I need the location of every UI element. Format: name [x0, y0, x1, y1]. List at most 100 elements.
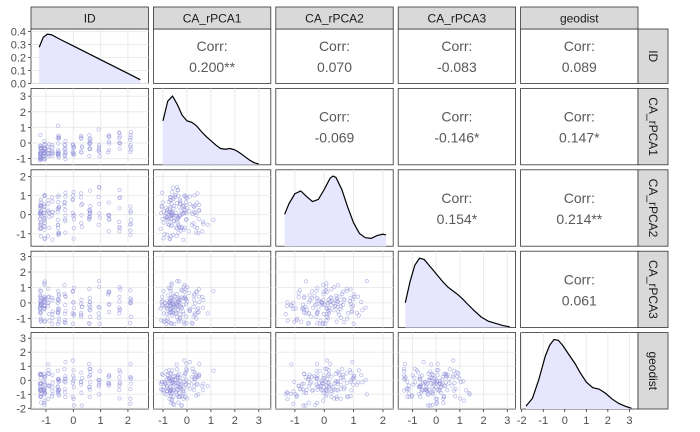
scatter-point — [348, 370, 353, 375]
scatter-point — [296, 383, 301, 388]
scatter-point — [334, 319, 339, 324]
panel-background — [520, 169, 639, 247]
scatter-point — [62, 142, 67, 147]
scatter-point — [63, 374, 68, 379]
scatter-point — [50, 195, 55, 200]
scatter-point — [38, 209, 43, 214]
scatter-point — [176, 318, 181, 323]
scatter-point — [87, 387, 92, 392]
y-tick-label: 1 — [20, 191, 26, 203]
scatter-point — [62, 147, 67, 152]
scatter-point — [50, 321, 55, 326]
scatter-point — [42, 205, 47, 210]
scatter-point — [351, 292, 356, 297]
scatter-point — [403, 374, 408, 380]
panel-background — [152, 28, 272, 84]
scatter-point — [128, 143, 133, 148]
corr-value: 0.200** — [189, 59, 235, 75]
scatter-point — [174, 387, 180, 392]
scatter-point — [307, 372, 312, 377]
scatter-point — [347, 368, 353, 373]
scatter-point — [174, 314, 180, 320]
scatter-point — [341, 320, 347, 325]
scatter-point — [171, 203, 177, 209]
strip-right-CA_rPCA2 — [637, 169, 669, 247]
scatter-point — [46, 197, 51, 203]
scatter-point — [293, 392, 298, 397]
scatter-point — [50, 143, 55, 148]
scatter-point — [190, 321, 195, 326]
scatter-point — [181, 386, 186, 391]
scatter-point — [181, 204, 186, 209]
scatter-point — [50, 312, 55, 317]
x-tick-label: 3 — [504, 415, 510, 427]
y-tick-label: 0.2 — [11, 52, 26, 64]
scatter-point — [43, 236, 48, 241]
scatter-point — [46, 396, 51, 401]
scatter-point — [320, 376, 326, 381]
scatter-point — [97, 321, 102, 326]
strips-layer: ID CA_rPCA1 CA_rPCA2 CA_rPCA3 geodistIDCA_rP… — [30, 6, 669, 410]
scatter-point — [128, 386, 133, 392]
scatter-point — [37, 288, 43, 293]
scatter-point — [197, 202, 202, 207]
scatter-point — [193, 376, 198, 382]
corr-value: 0.089 — [562, 59, 597, 75]
scatter-point — [331, 387, 336, 392]
scatter-point — [205, 384, 210, 389]
panel-CA_rPCA2-geodist: Corr: 0.214** — [520, 169, 639, 247]
scatter-point — [71, 226, 76, 231]
scatter-point — [184, 377, 189, 382]
scatter-point — [56, 206, 61, 211]
scatter-point — [300, 387, 306, 392]
x-tick-label: 2 — [232, 415, 238, 427]
scatter-point — [329, 374, 334, 379]
scatter-point — [106, 200, 111, 205]
scatter-point — [165, 232, 170, 237]
scatter-point — [128, 217, 134, 222]
scatter-point — [348, 379, 353, 384]
scatter-point — [191, 203, 196, 209]
scatter-point — [341, 296, 346, 302]
scatter-point — [303, 279, 309, 284]
scatter-point — [182, 373, 187, 378]
scatter-point — [197, 299, 202, 305]
scatter-point — [43, 156, 48, 161]
scatter-point — [363, 377, 368, 382]
density-line — [38, 33, 141, 81]
scatter-point — [107, 133, 112, 138]
scatter-point — [294, 316, 300, 321]
scatter-point — [176, 193, 181, 199]
y-tick-label: 0.3 — [11, 40, 26, 52]
scatter-point — [78, 149, 83, 154]
scatter-point — [159, 205, 165, 210]
panel-CA_rPCA2-CA_rPCA2 — [275, 169, 394, 247]
scatter-point — [169, 209, 174, 214]
x-tick-label: 3 — [626, 415, 632, 427]
strip-top-label: ID — [84, 12, 96, 26]
scatter-point — [166, 320, 171, 325]
scatter-point — [174, 375, 180, 380]
scatter-point — [106, 292, 111, 297]
scatter-point — [88, 366, 93, 371]
scatter-point — [128, 288, 133, 293]
scatter-point — [71, 236, 76, 241]
scatter-point — [191, 293, 197, 298]
scatter-point — [351, 373, 356, 378]
scatter-point — [402, 368, 407, 374]
scatter-point — [97, 380, 102, 385]
scatter-point — [289, 304, 294, 309]
scatter-point — [117, 224, 122, 229]
y-tick-label: 0 — [20, 375, 26, 387]
scatter-point — [451, 358, 456, 363]
scatter-point — [325, 301, 330, 306]
y-tick-label: 2 — [20, 171, 26, 183]
scatter-point — [97, 143, 102, 148]
scatter-point — [164, 305, 169, 310]
scatter-point — [63, 146, 68, 151]
scatter-point — [425, 392, 430, 397]
scatter-point — [167, 311, 172, 316]
scatter-point — [211, 217, 216, 222]
scatter-point — [128, 361, 133, 366]
y-tick-label: 1 — [20, 282, 26, 294]
